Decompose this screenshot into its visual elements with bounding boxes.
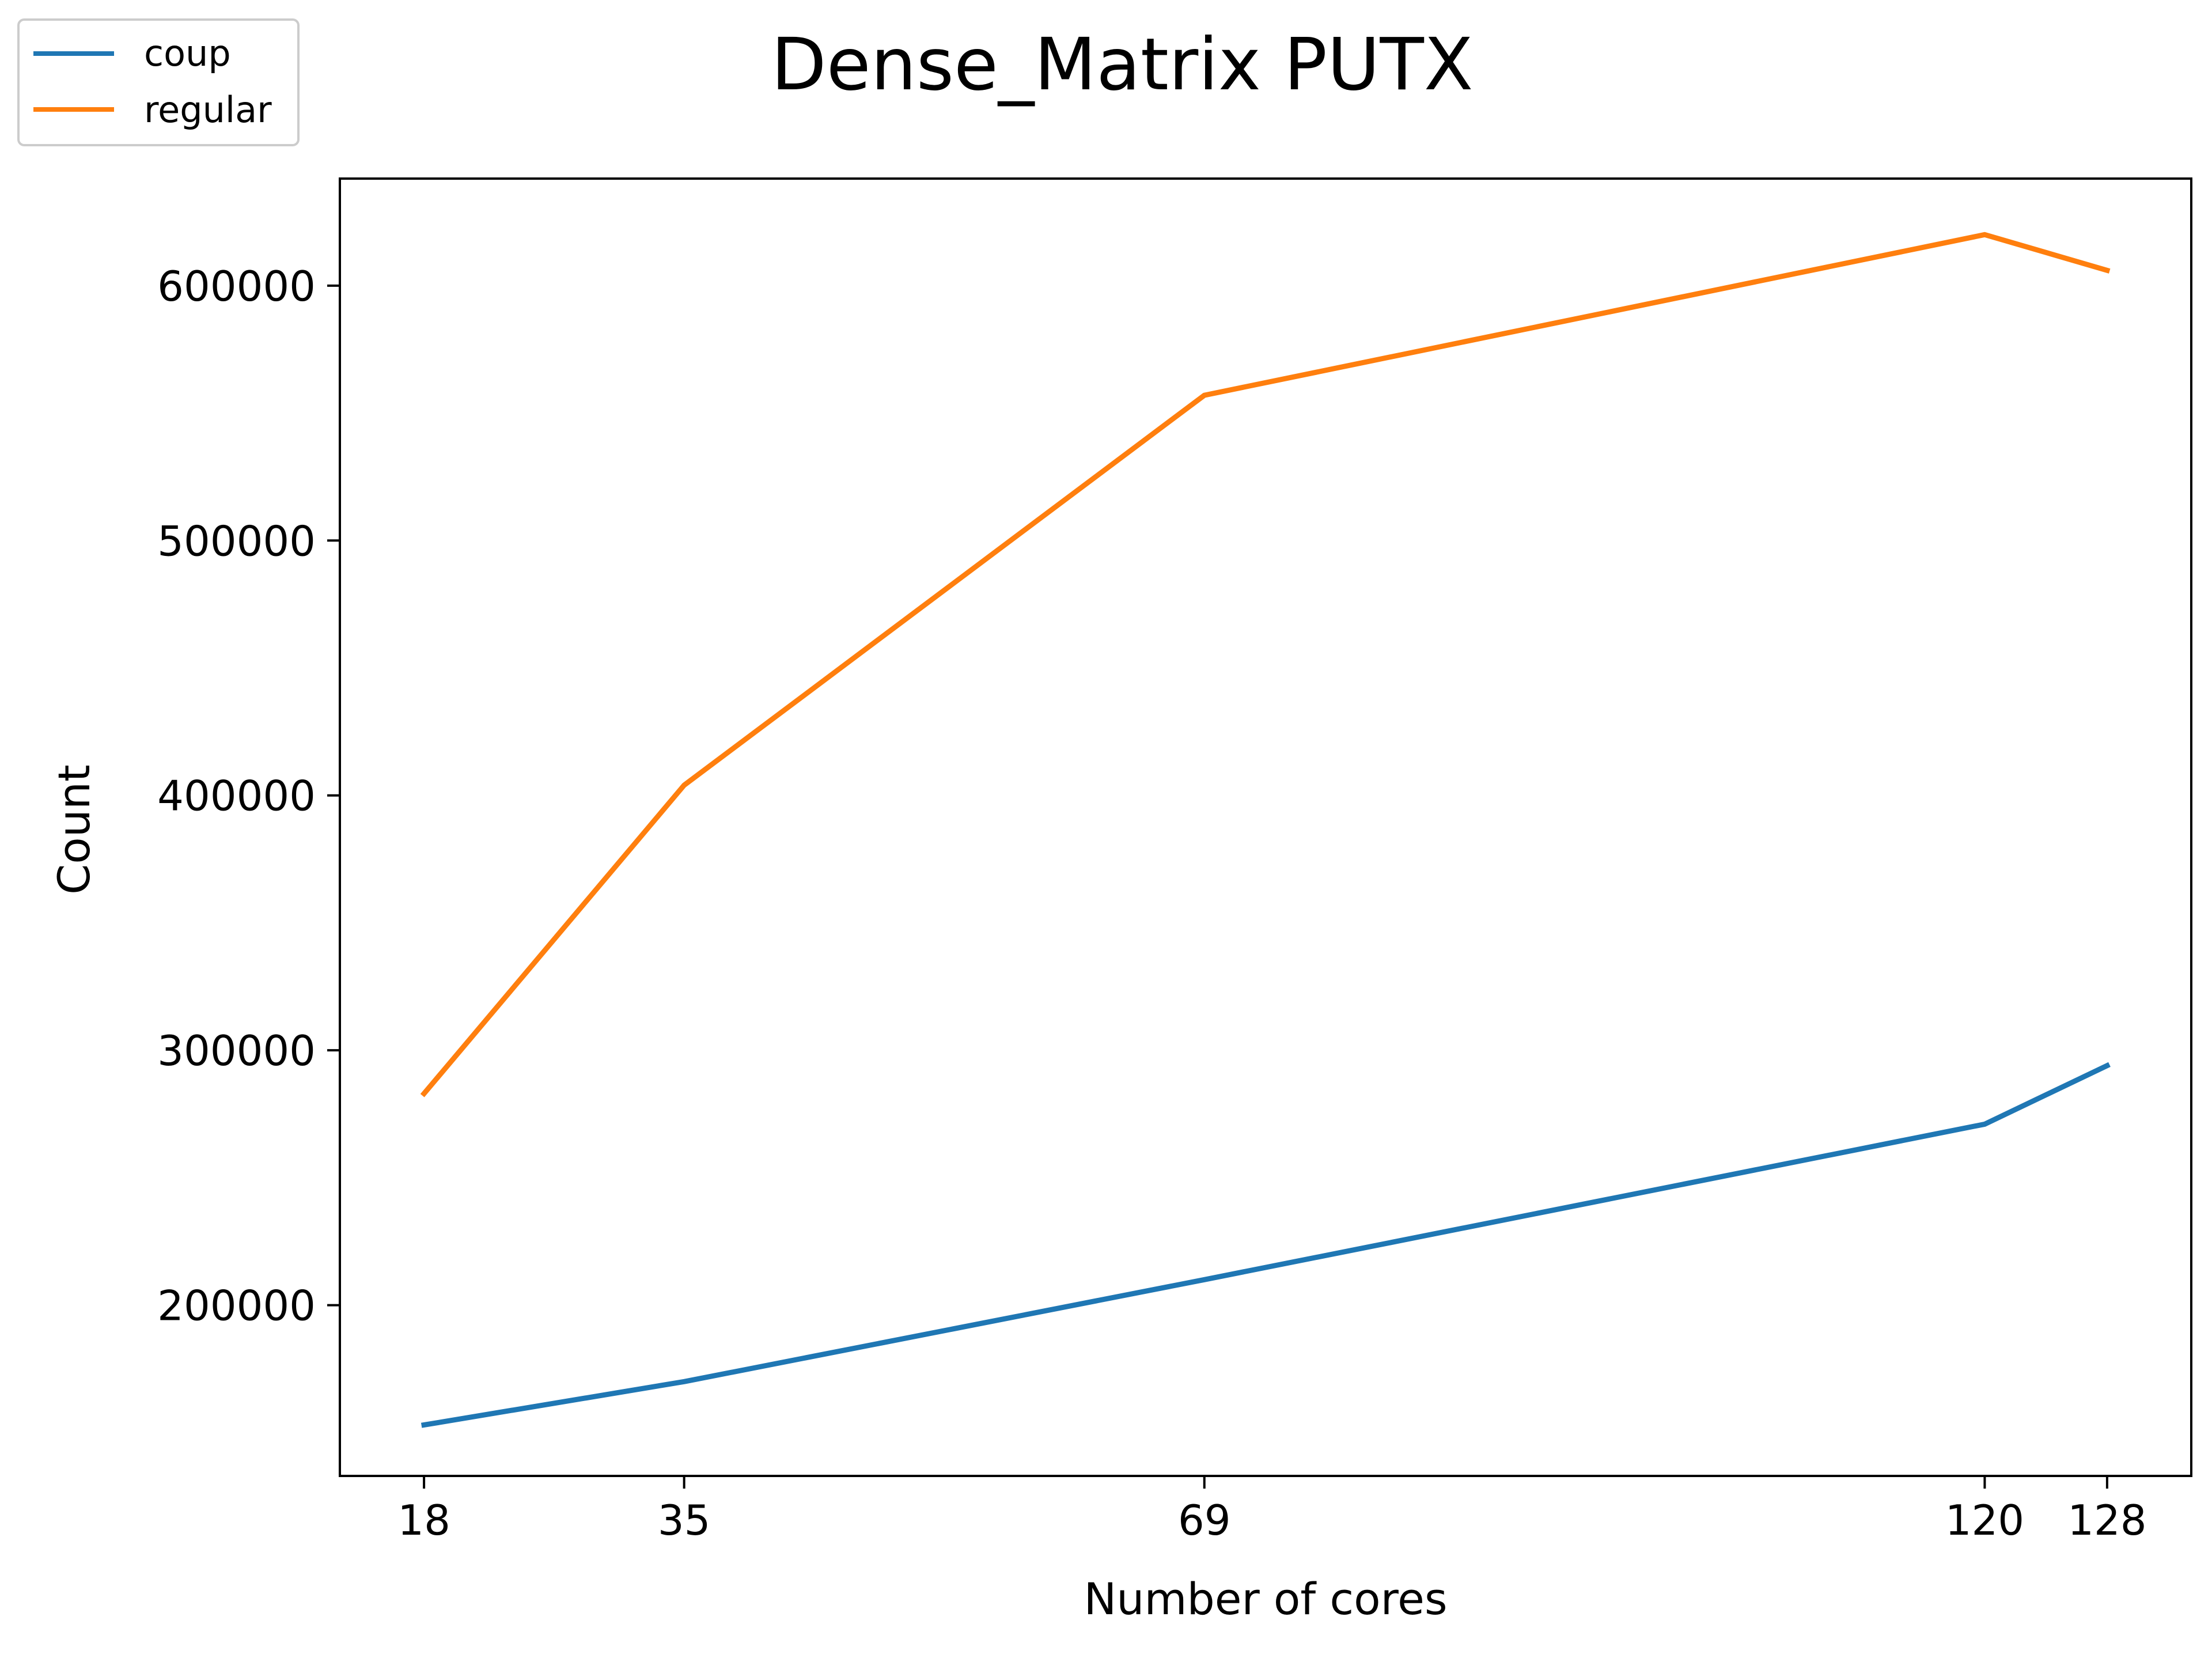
plot-frame [339,177,2192,1477]
y-axis: 200000 300000 400000 500000 600000 [157,262,340,1330]
x-tick-label: 128 [2067,1496,2146,1544]
series-lines [420,232,2111,1428]
series-line-coup [421,1062,2111,1428]
x-axis-label: Number of cores [1084,1573,1447,1625]
x-tick-label: 35 [658,1496,711,1544]
legend-frame [17,18,300,146]
legend: coup regular [17,18,300,146]
legend-label-coup: coup [144,32,231,74]
x-tick-label: 120 [1945,1496,2024,1544]
chart-title: Dense_Matrix PUTX [771,23,1473,107]
x-axis: 18 35 69 120 128 [397,1476,2147,1544]
y-tick-label: 500000 [157,517,316,565]
x-tick-label: 69 [1178,1496,1231,1544]
series-line-regular [420,232,2111,1097]
y-tick-label: 400000 [157,772,316,820]
y-axis-label: Count [48,764,100,895]
legend-label-regular: regular [144,89,272,131]
y-tick-label: 600000 [157,262,316,311]
y-tick-label: 300000 [157,1027,316,1075]
x-tick-label: 18 [397,1496,450,1544]
plot-area [339,177,2192,1477]
y-tick-label: 200000 [157,1282,316,1330]
